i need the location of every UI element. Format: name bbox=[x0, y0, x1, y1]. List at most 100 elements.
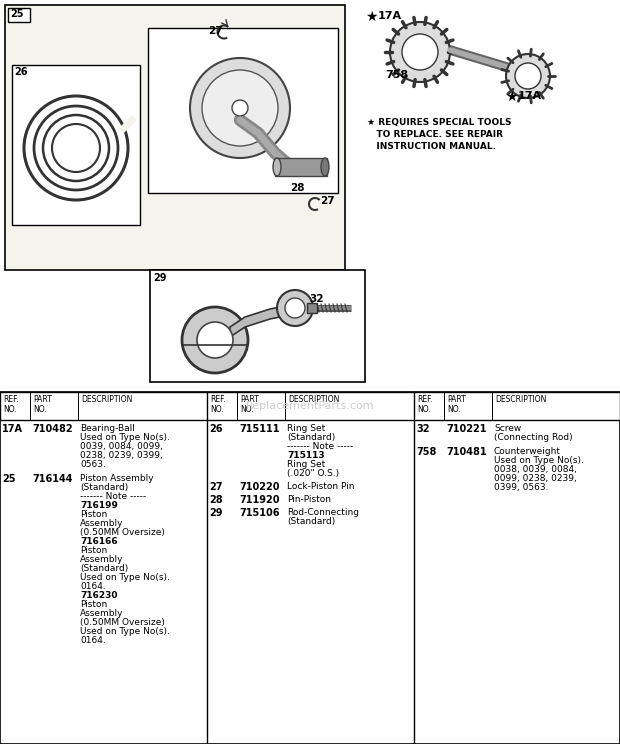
Text: 0238, 0239, 0399,: 0238, 0239, 0399, bbox=[80, 451, 162, 460]
Text: 710221: 710221 bbox=[446, 424, 487, 434]
Text: ★: ★ bbox=[505, 90, 518, 104]
Text: Piston: Piston bbox=[80, 546, 107, 555]
Text: Assembly: Assembly bbox=[80, 519, 123, 528]
Circle shape bbox=[232, 100, 248, 116]
Text: 32: 32 bbox=[309, 294, 324, 304]
Text: Assembly: Assembly bbox=[80, 609, 123, 618]
Polygon shape bbox=[230, 305, 290, 337]
Bar bbox=[0, 392, 620, 420]
Bar bbox=[0, 392, 620, 744]
Bar bbox=[275, 158, 327, 176]
Circle shape bbox=[515, 63, 541, 89]
Text: DESCRIPTION: DESCRIPTION bbox=[81, 395, 133, 404]
Text: 758: 758 bbox=[416, 447, 436, 457]
Text: Used on Type No(s).: Used on Type No(s). bbox=[80, 573, 170, 582]
Text: 758: 758 bbox=[385, 70, 408, 80]
Text: Piston Assembly: Piston Assembly bbox=[80, 474, 154, 483]
Circle shape bbox=[182, 307, 248, 373]
Text: 715106: 715106 bbox=[239, 508, 280, 518]
Circle shape bbox=[202, 70, 278, 146]
Bar bbox=[5, 5, 345, 270]
Text: PART
NO.: PART NO. bbox=[240, 395, 259, 414]
Text: REF.
NO.: REF. NO. bbox=[417, 395, 433, 414]
Text: 27: 27 bbox=[209, 482, 223, 492]
Text: Ring Set: Ring Set bbox=[287, 424, 326, 433]
Text: 716144: 716144 bbox=[32, 474, 73, 484]
Text: 28: 28 bbox=[209, 495, 223, 505]
Text: Piston: Piston bbox=[80, 600, 107, 609]
Text: (.020" O.S.): (.020" O.S.) bbox=[287, 469, 339, 478]
Text: 710481: 710481 bbox=[446, 447, 487, 457]
Text: 32: 32 bbox=[416, 424, 430, 434]
Text: 716166: 716166 bbox=[80, 537, 118, 546]
Circle shape bbox=[277, 290, 313, 326]
Text: 27: 27 bbox=[320, 196, 335, 206]
Ellipse shape bbox=[321, 158, 329, 176]
Circle shape bbox=[285, 298, 305, 318]
Text: Screw: Screw bbox=[494, 424, 521, 433]
Text: PART
NO.: PART NO. bbox=[33, 395, 52, 414]
Text: 710220: 710220 bbox=[239, 482, 280, 492]
Text: Used on Type No(s).: Used on Type No(s). bbox=[80, 627, 170, 636]
Text: 29: 29 bbox=[153, 273, 167, 283]
Text: Ring Set: Ring Set bbox=[287, 460, 326, 469]
Text: Piston: Piston bbox=[80, 510, 107, 519]
Text: DESCRIPTION: DESCRIPTION bbox=[288, 395, 339, 404]
Text: 17A: 17A bbox=[378, 11, 402, 21]
Text: 0038, 0039, 0084,: 0038, 0039, 0084, bbox=[494, 465, 577, 474]
Text: Rod-Connecting: Rod-Connecting bbox=[287, 508, 359, 517]
Text: PART
NO.: PART NO. bbox=[447, 395, 466, 414]
Text: REF.
NO.: REF. NO. bbox=[210, 395, 226, 414]
Bar bbox=[150, 270, 365, 382]
Bar bbox=[307, 303, 317, 313]
Text: 0164.: 0164. bbox=[80, 582, 106, 591]
Text: 17A: 17A bbox=[518, 91, 542, 101]
Text: INSTRUCTION MANUAL.: INSTRUCTION MANUAL. bbox=[367, 142, 496, 151]
Ellipse shape bbox=[273, 158, 281, 176]
Text: Counterweight: Counterweight bbox=[494, 447, 561, 456]
Text: ★ REQUIRES SPECIAL TOOLS: ★ REQUIRES SPECIAL TOOLS bbox=[367, 118, 511, 127]
Text: (Standard): (Standard) bbox=[287, 433, 335, 442]
Text: 26: 26 bbox=[209, 424, 223, 434]
Bar bbox=[148, 28, 338, 193]
Circle shape bbox=[197, 322, 233, 358]
Text: 711920: 711920 bbox=[239, 495, 280, 505]
Text: 0099, 0238, 0239,: 0099, 0238, 0239, bbox=[494, 474, 577, 483]
Text: 0164.: 0164. bbox=[80, 636, 106, 645]
Text: (Connecting Rod): (Connecting Rod) bbox=[494, 433, 573, 442]
Text: Used on Type No(s).: Used on Type No(s). bbox=[80, 433, 170, 442]
Text: TO REPLACE. SEE REPAIR: TO REPLACE. SEE REPAIR bbox=[367, 130, 503, 139]
Text: 25: 25 bbox=[2, 474, 16, 484]
Text: (Standard): (Standard) bbox=[287, 517, 335, 526]
Text: Used on Type No(s).: Used on Type No(s). bbox=[494, 456, 584, 465]
Bar bbox=[8, 8, 30, 22]
Text: 27: 27 bbox=[208, 26, 223, 36]
Text: ReplacementParts.com: ReplacementParts.com bbox=[246, 401, 374, 411]
Text: (0.50MM Oversize): (0.50MM Oversize) bbox=[80, 618, 165, 627]
Text: 0039, 0084, 0099,: 0039, 0084, 0099, bbox=[80, 442, 163, 451]
Text: (Standard): (Standard) bbox=[80, 564, 128, 573]
Text: 17A: 17A bbox=[2, 424, 23, 434]
Text: 25: 25 bbox=[10, 9, 24, 19]
Text: 29: 29 bbox=[209, 508, 223, 518]
Circle shape bbox=[402, 34, 438, 70]
Text: ------- Note -----: ------- Note ----- bbox=[80, 492, 146, 501]
Text: Assembly: Assembly bbox=[80, 555, 123, 564]
Circle shape bbox=[506, 54, 550, 98]
Text: 0399, 0563.: 0399, 0563. bbox=[494, 483, 549, 492]
Text: 710482: 710482 bbox=[32, 424, 73, 434]
Text: 716199: 716199 bbox=[80, 501, 118, 510]
Text: 0563.: 0563. bbox=[80, 460, 106, 469]
Text: DESCRIPTION: DESCRIPTION bbox=[495, 395, 546, 404]
Text: Lock-Piston Pin: Lock-Piston Pin bbox=[287, 482, 355, 491]
Text: ★: ★ bbox=[365, 10, 378, 24]
Text: REF.
NO.: REF. NO. bbox=[3, 395, 19, 414]
Text: 715113: 715113 bbox=[287, 451, 325, 460]
Circle shape bbox=[390, 22, 450, 82]
Text: 28: 28 bbox=[290, 183, 304, 193]
Text: 716230: 716230 bbox=[80, 591, 118, 600]
Circle shape bbox=[190, 58, 290, 158]
Text: (0.50MM Oversize): (0.50MM Oversize) bbox=[80, 528, 165, 537]
Bar bbox=[12, 65, 140, 225]
Text: (Standard): (Standard) bbox=[80, 483, 128, 492]
